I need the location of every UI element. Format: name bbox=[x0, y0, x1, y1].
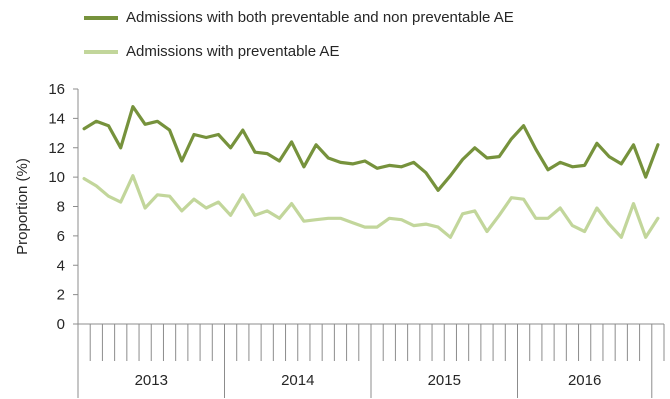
y-tick-label: 10 bbox=[48, 169, 65, 186]
legend-item-preventable-ae: Admissions with preventable AE bbox=[84, 43, 339, 61]
legend-label-preventable-ae: Admissions with preventable AE bbox=[126, 43, 340, 60]
series-line-0 bbox=[82, 104, 660, 192]
year-label: 2013 bbox=[135, 372, 168, 389]
series-line-1 bbox=[82, 174, 660, 239]
year-label: 2016 bbox=[568, 372, 601, 389]
year-label: 2014 bbox=[281, 372, 314, 389]
legend-swatch-preventable-ae bbox=[84, 50, 118, 54]
y-tick-label: 12 bbox=[48, 140, 65, 157]
y-tick-label: 2 bbox=[57, 287, 65, 304]
y-tick-label: 16 bbox=[48, 81, 65, 98]
plot-area: 0 2 4 6 8 10 12 14 16 2013 2014 2015 2016 bbox=[48, 81, 665, 398]
y-tick-label: 6 bbox=[57, 228, 65, 245]
y-axis-title: Proportion (%) bbox=[14, 158, 31, 255]
legend-item-both-ae: Admissions with both preventable and non… bbox=[84, 9, 514, 27]
legend-label-both-ae: Admissions with both preventable and non… bbox=[126, 9, 514, 26]
y-tick-label: 8 bbox=[57, 199, 65, 216]
y-tick-label: 4 bbox=[57, 257, 65, 274]
y-tick-label: 14 bbox=[48, 110, 65, 127]
legend-swatch-both-ae bbox=[84, 16, 118, 20]
year-label: 2015 bbox=[428, 372, 461, 389]
y-tick-label: 0 bbox=[57, 316, 65, 333]
